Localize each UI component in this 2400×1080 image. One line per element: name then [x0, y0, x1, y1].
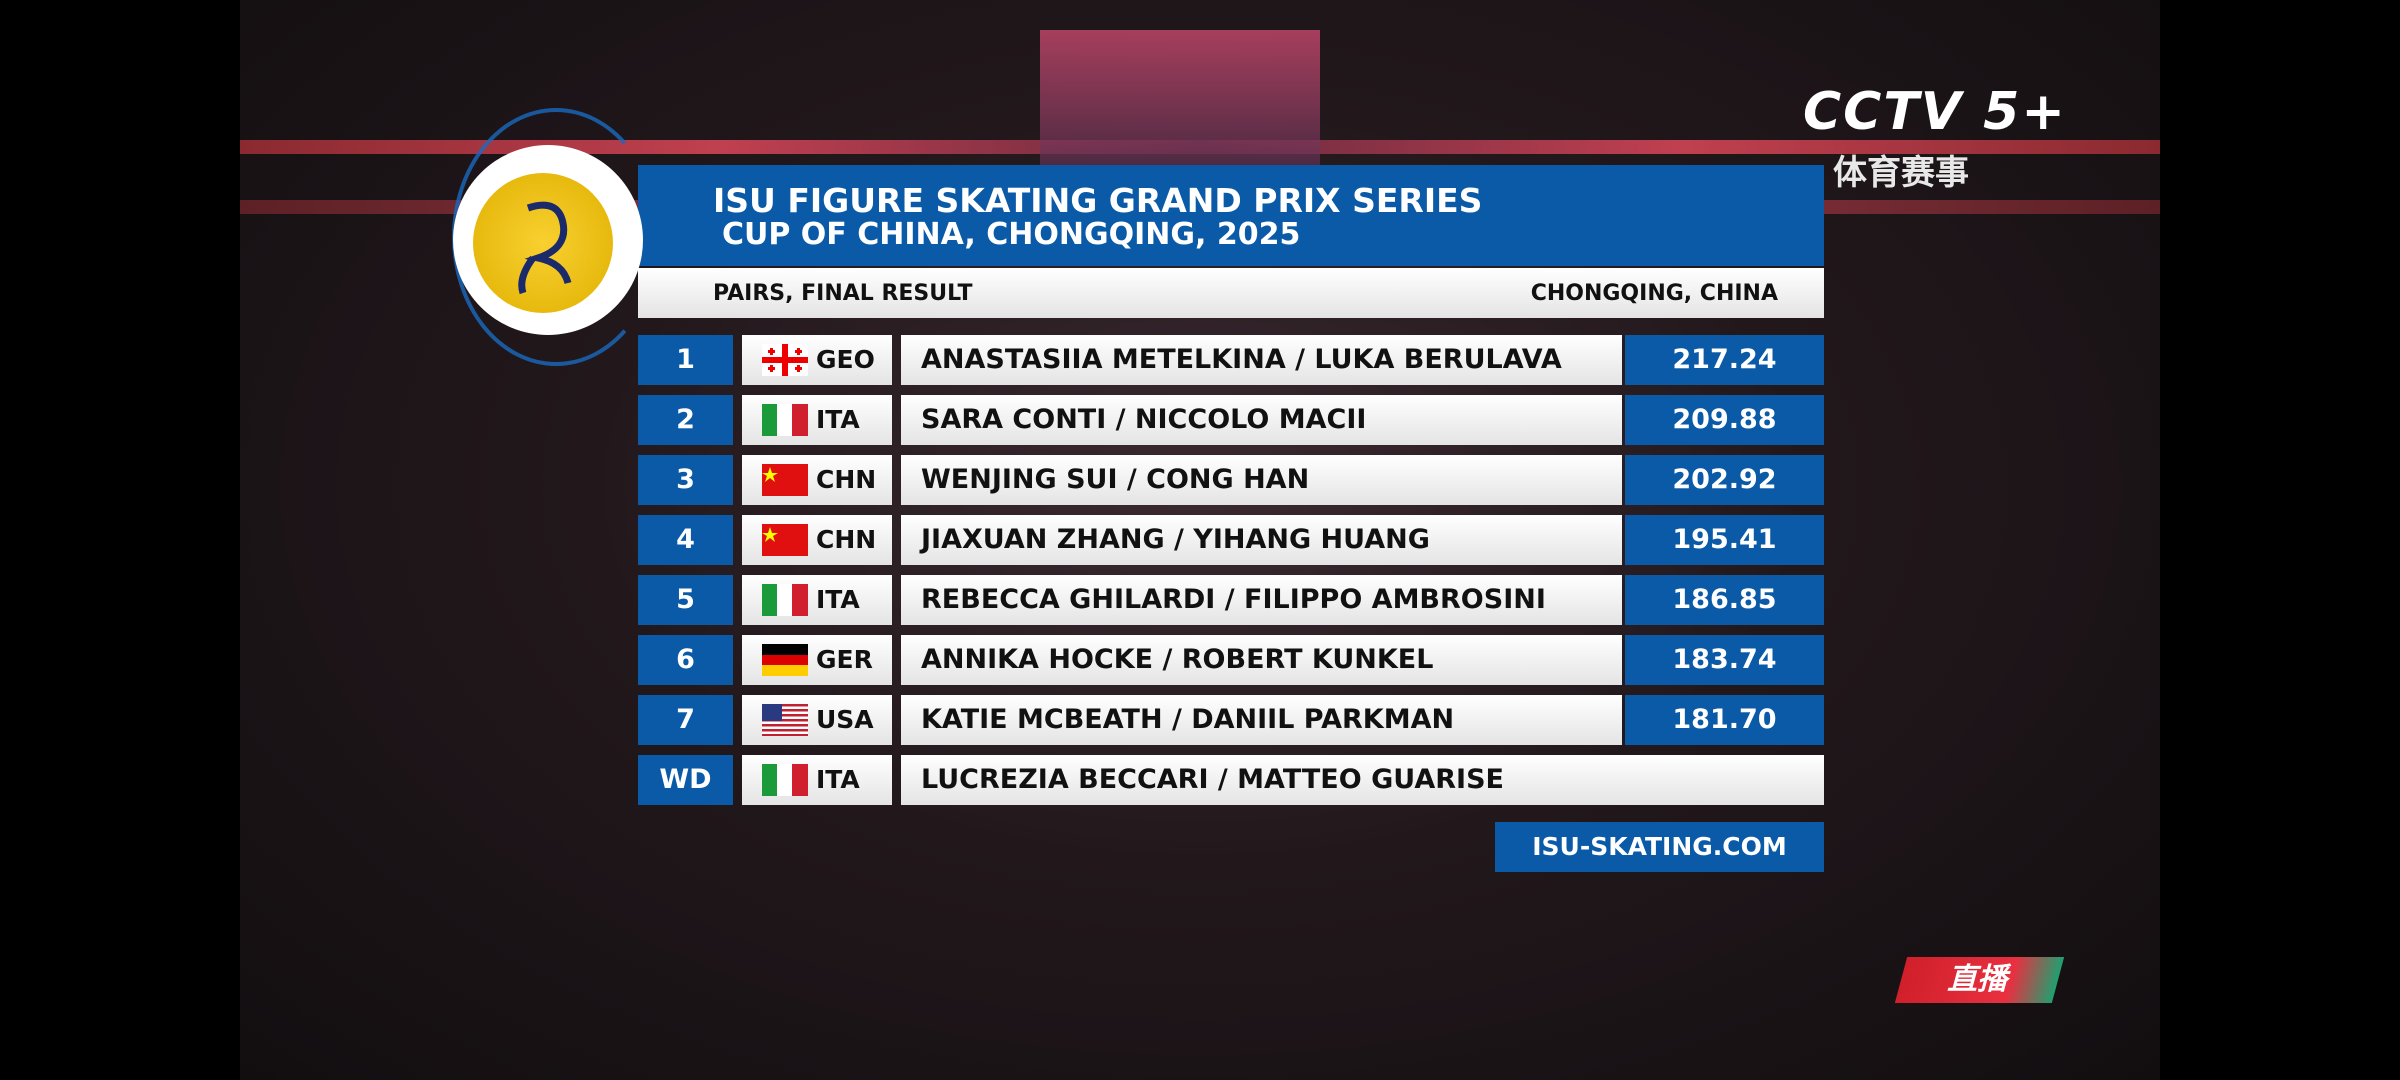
score: 186.85 — [1625, 575, 1824, 625]
result-row: 3 CHN WENJING SUI / CONG HAN 202.92 — [240, 455, 2160, 505]
event: PAIRS, FINAL RESULT — [713, 281, 973, 306]
nation-code: CHN — [816, 465, 877, 494]
nation-code: ITA — [816, 405, 860, 434]
nation-code: USA — [816, 705, 874, 734]
nation-code: ITA — [816, 585, 860, 614]
skater-names: REBECCA GHILARDI / FILIPPO AMBROSINI — [921, 584, 1546, 615]
channel-subtitle: 体育赛事 — [1833, 153, 1969, 193]
flag — [762, 464, 808, 496]
skater-names: JIAXUAN ZHANG / YIHANG HUANG — [921, 524, 1430, 555]
flag — [762, 344, 808, 376]
nation: ITA — [742, 395, 892, 445]
rank: 5 — [638, 575, 733, 625]
skater-names: KATIE MCBEATH / DANIIL PARKMAN — [921, 704, 1455, 735]
flag — [762, 404, 808, 436]
nation: GER — [742, 635, 892, 685]
score: 195.41 — [1625, 515, 1824, 565]
url-badge: ISU-SKATING.COM — [1495, 822, 1824, 872]
skater-names: ANASTASIIA METELKINA / LUKA BERULAVA — [921, 344, 1562, 375]
nation-code: GER — [816, 645, 873, 674]
score: 202.92 — [1625, 455, 1824, 505]
flag — [762, 764, 808, 796]
flag — [762, 584, 808, 616]
rank: 3 — [638, 455, 733, 505]
nation: GEO — [742, 335, 892, 385]
skaters: ANASTASIIA METELKINA / LUKA BERULAVA — [901, 335, 1622, 385]
nation-code: ITA — [816, 765, 860, 794]
header-bar: ISU FIGURE SKATING GRAND PRIX SERIES CUP… — [638, 165, 1824, 266]
isu-logo — [473, 173, 613, 313]
nation: CHN — [742, 515, 892, 565]
skaters: JIAXUAN ZHANG / YIHANG HUANG — [901, 515, 1622, 565]
nation-code: GEO — [816, 345, 875, 374]
rank: 7 — [638, 695, 733, 745]
result-row: 6 GER ANNIKA HOCKE / ROBERT KUNKEL 183.74 — [240, 635, 2160, 685]
channel-logo: CCTV 5+ — [1803, 82, 2067, 142]
rank: WD — [638, 755, 733, 805]
result-row: 5 ITA REBECCA GHILARDI / FILIPPO AMBROSINI… — [240, 575, 2160, 625]
result-row: 2 ITA SARA CONTI / NICCOLO MACII 209.88 — [240, 395, 2160, 445]
subtitle: CUP OF CHINA, CHONGQING, 2025 — [722, 217, 1301, 252]
rank: 2 — [638, 395, 733, 445]
flag — [762, 524, 808, 556]
result-row: WD ITA LUCREZIA BECCARI / MATTEO GUARISE — [240, 755, 2160, 805]
nation-code: CHN — [816, 525, 877, 554]
result-row: 7 USA KATIE MCBEATH / DANIIL PARKMAN 181.70 — [240, 695, 2160, 745]
skaters: ANNIKA HOCKE / ROBERT KUNKEL — [901, 635, 1622, 685]
skaters: KATIE MCBEATH / DANIIL PARKMAN — [901, 695, 1622, 745]
result-row: 4 CHN JIAXUAN ZHANG / YIHANG HUANG 195.41 — [240, 515, 2160, 565]
skater-icon — [518, 201, 572, 295]
skaters: SARA CONTI / NICCOLO MACII — [901, 395, 1622, 445]
title: ISU FIGURE SKATING GRAND PRIX SERIES — [713, 181, 1483, 220]
score: 217.24 — [1625, 335, 1824, 385]
skater-names: WENJING SUI / CONG HAN — [921, 464, 1310, 495]
nation: CHN — [742, 455, 892, 505]
skater-names: ANNIKA HOCKE / ROBERT KUNKEL — [921, 644, 1434, 675]
flag — [762, 704, 808, 736]
result-row: 1 GEO ANASTASIIA METELKINA / LUKA BERULAVA… — [240, 335, 2160, 385]
skaters: LUCREZIA BECCARI / MATTEO GUARISE — [901, 755, 1824, 805]
skater-names: SARA CONTI / NICCOLO MACII — [921, 404, 1367, 435]
nation: ITA — [742, 575, 892, 625]
location: CHONGQING, CHINA — [1530, 281, 1778, 306]
score: 183.74 — [1625, 635, 1824, 685]
logo-disc — [453, 145, 643, 335]
score: 181.70 — [1625, 695, 1824, 745]
skater-names: LUCREZIA BECCARI / MATTEO GUARISE — [921, 764, 1504, 795]
nation: USA — [742, 695, 892, 745]
event-bar: PAIRS, FINAL RESULT CHONGQING, CHINA — [638, 268, 1824, 318]
skaters: REBECCA GHILARDI / FILIPPO AMBROSINI — [901, 575, 1622, 625]
rank: 4 — [638, 515, 733, 565]
skaters: WENJING SUI / CONG HAN — [901, 455, 1622, 505]
rank: 6 — [638, 635, 733, 685]
rank: 1 — [638, 335, 733, 385]
scoreboard-screen — [1040, 30, 1320, 170]
score: 209.88 — [1625, 395, 1824, 445]
live-badge: 直播 — [1894, 957, 2065, 1003]
video-frame: CCTV 5+ 体育赛事 直播 ISU FIGURE SKATING GRAND… — [240, 0, 2160, 1080]
nation: ITA — [742, 755, 892, 805]
flag — [762, 644, 808, 676]
